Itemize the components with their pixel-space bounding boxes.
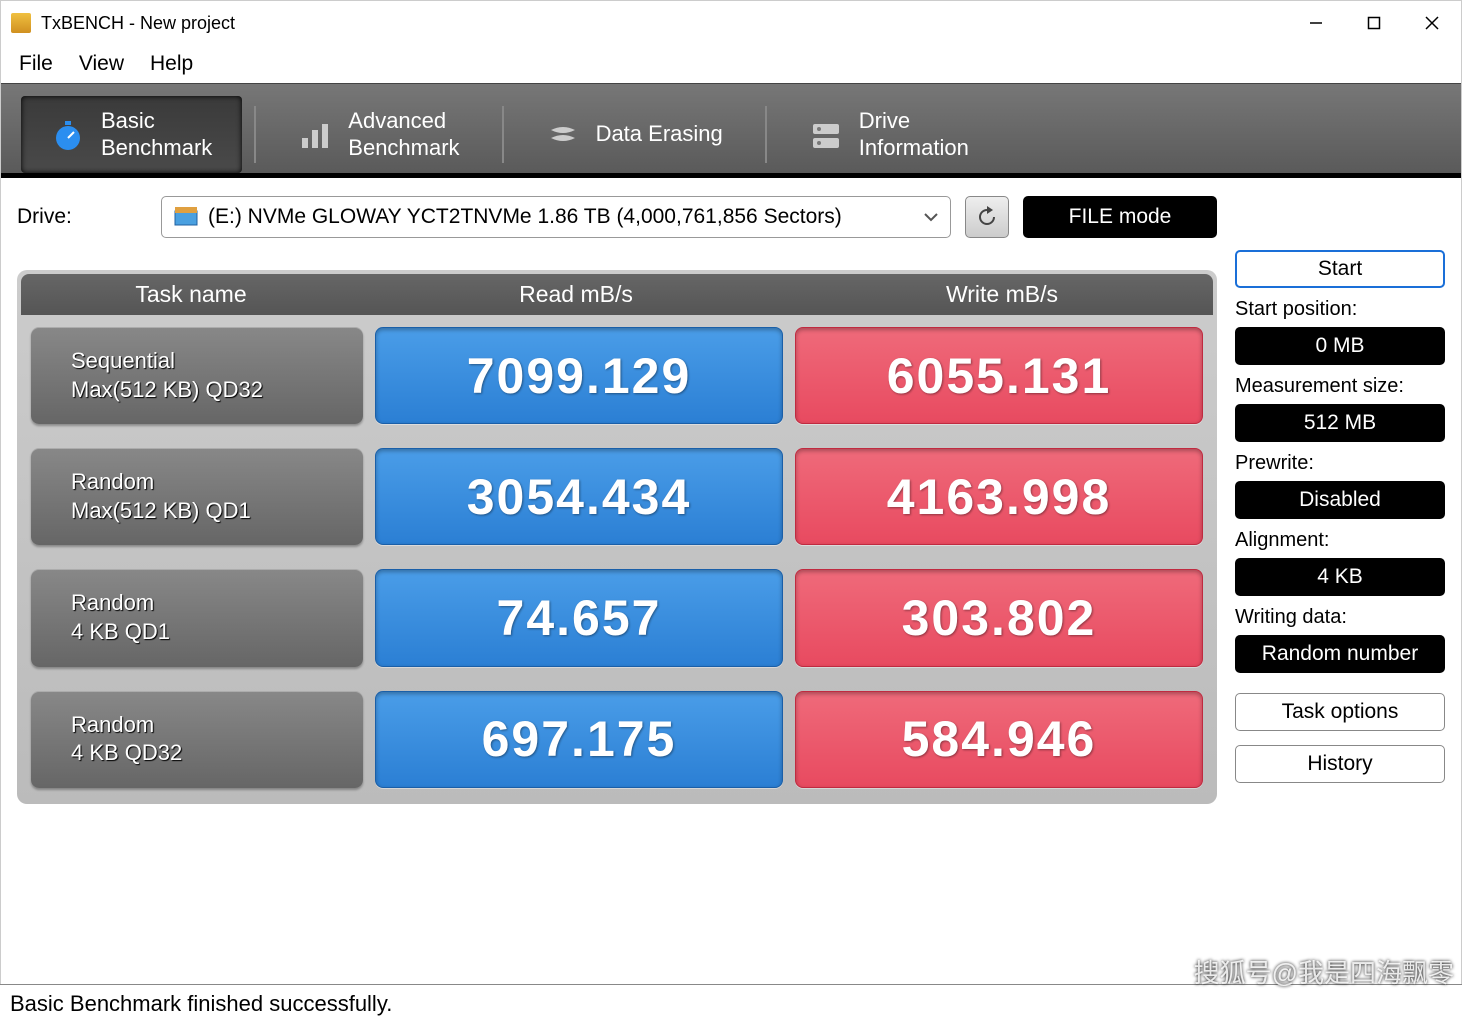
chevron-down-icon: [924, 212, 938, 222]
benchmark-row: Random4 KB QD32697.175584.946: [21, 679, 1213, 800]
close-button[interactable]: [1403, 1, 1461, 45]
start-position-label: Start position:: [1235, 298, 1445, 321]
task-line1: Sequential: [71, 347, 363, 376]
prewrite-label: Prewrite:: [1235, 452, 1445, 475]
task-line2: 4 KB QD1: [71, 618, 363, 647]
measurement-size-label: Measurement size:: [1235, 375, 1445, 398]
menu-file[interactable]: File: [19, 52, 53, 76]
write-value: 4163.998: [795, 448, 1203, 545]
tab-label: Benchmark: [101, 135, 212, 161]
prewrite-value[interactable]: Disabled: [1235, 481, 1445, 519]
refresh-button[interactable]: [965, 196, 1009, 238]
drive-icon: [809, 118, 843, 152]
erase-icon: [546, 118, 580, 152]
task-button[interactable]: SequentialMax(512 KB) QD32: [31, 327, 363, 424]
measurement-size-value[interactable]: 512 MB: [1235, 404, 1445, 442]
write-value: 303.802: [795, 569, 1203, 666]
benchmark-row: Random4 KB QD174.657303.802: [21, 557, 1213, 678]
maximize-button[interactable]: [1345, 1, 1403, 45]
write-value: 6055.131: [795, 327, 1203, 424]
task-line1: Random: [71, 589, 363, 618]
tab-label: Information: [859, 135, 969, 161]
drive-select[interactable]: (E:) NVMe GLOWAY YCT2TNVMe 1.86 TB (4,00…: [161, 196, 951, 238]
task-line2: Max(512 KB) QD1: [71, 497, 363, 526]
window-title: TxBENCH - New project: [41, 13, 1287, 34]
task-line2: 4 KB QD32: [71, 739, 363, 768]
stopwatch-icon: [51, 118, 85, 152]
statusbar: Basic Benchmark finished successfully.: [0, 984, 1462, 1026]
writing-data-value[interactable]: Random number: [1235, 635, 1445, 673]
tabstrip: BasicBenchmark AdvancedBenchmark Data Er…: [1, 83, 1461, 178]
start-button[interactable]: Start: [1235, 250, 1445, 288]
tab-advanced-benchmark[interactable]: AdvancedBenchmark: [268, 96, 489, 173]
disk-icon: [174, 207, 198, 227]
benchmark-table: Task name Read mB/s Write mB/s Sequentia…: [17, 270, 1217, 804]
read-value: 7099.129: [375, 327, 783, 424]
task-line2: Max(512 KB) QD32: [71, 376, 363, 405]
refresh-icon: [974, 204, 1000, 230]
header-task: Task name: [21, 274, 361, 315]
bar-chart-icon: [298, 118, 332, 152]
start-position-value[interactable]: 0 MB: [1235, 327, 1445, 365]
app-icon: [11, 13, 31, 33]
menu-help[interactable]: Help: [150, 52, 193, 76]
header-read: Read mB/s: [365, 274, 787, 315]
header-write: Write mB/s: [791, 274, 1213, 315]
watermark: 搜狐号@我是四海飘零: [1194, 953, 1454, 990]
task-button[interactable]: Random4 KB QD1: [31, 569, 363, 666]
menubar: File View Help: [1, 45, 1461, 83]
menu-view[interactable]: View: [79, 52, 124, 76]
read-value: 697.175: [375, 691, 783, 788]
drive-label: Drive:: [17, 205, 147, 229]
minimize-button[interactable]: [1287, 1, 1345, 45]
titlebar: TxBENCH - New project: [1, 1, 1461, 45]
task-options-button[interactable]: Task options: [1235, 693, 1445, 731]
tab-label: Basic: [101, 108, 212, 134]
tab-drive-information[interactable]: DriveInformation: [779, 96, 999, 173]
tab-label: Benchmark: [348, 135, 459, 161]
history-button[interactable]: History: [1235, 745, 1445, 783]
alignment-value[interactable]: 4 KB: [1235, 558, 1445, 596]
tab-label: Data Erasing: [596, 121, 723, 147]
alignment-label: Alignment:: [1235, 529, 1445, 552]
task-button[interactable]: RandomMax(512 KB) QD1: [31, 448, 363, 545]
benchmark-row: SequentialMax(512 KB) QD327099.1296055.1…: [21, 315, 1213, 436]
read-value: 74.657: [375, 569, 783, 666]
benchmark-row: RandomMax(512 KB) QD13054.4344163.998: [21, 436, 1213, 557]
write-value: 584.946: [795, 691, 1203, 788]
tab-label: Drive: [859, 108, 969, 134]
read-value: 3054.434: [375, 448, 783, 545]
writing-data-label: Writing data:: [1235, 606, 1445, 629]
task-line1: Random: [71, 711, 363, 740]
tab-data-erasing[interactable]: Data Erasing: [516, 96, 753, 173]
tab-basic-benchmark[interactable]: BasicBenchmark: [21, 96, 242, 173]
drive-selected-text: (E:) NVMe GLOWAY YCT2TNVMe 1.86 TB (4,00…: [208, 205, 842, 229]
file-mode-button[interactable]: FILE mode: [1023, 196, 1217, 238]
tab-label: Advanced: [348, 108, 459, 134]
task-line1: Random: [71, 468, 363, 497]
task-button[interactable]: Random4 KB QD32: [31, 691, 363, 788]
